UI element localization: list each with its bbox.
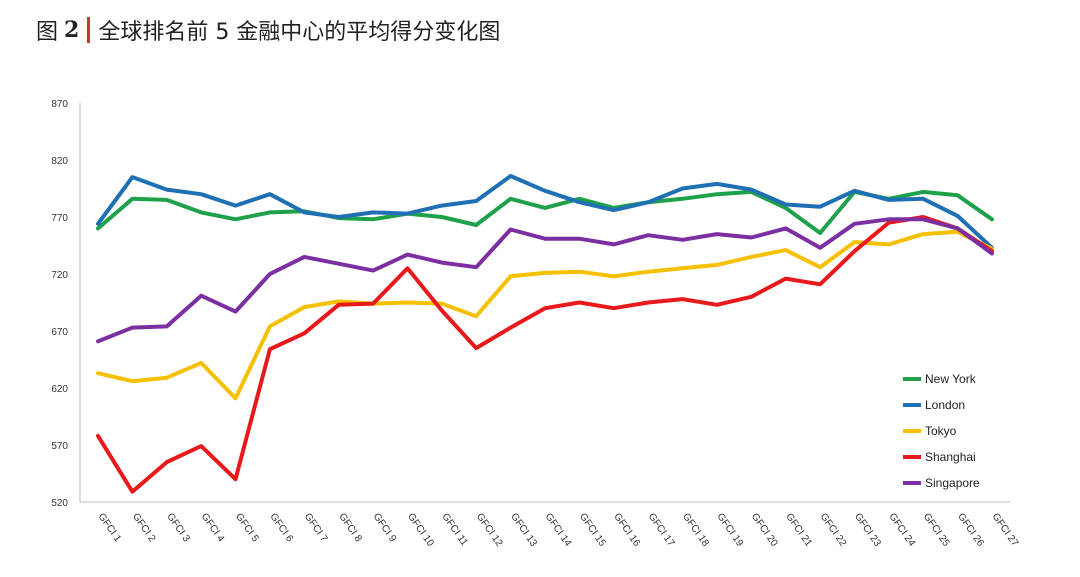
y-tick-label: 870 [51, 99, 68, 110]
x-tick-label: GFCI 9 [371, 511, 399, 544]
x-tick-label: GFCI 21 [783, 511, 814, 549]
legend-item: London [903, 398, 965, 412]
x-tick-label: GFCI 20 [749, 511, 780, 549]
x-tick-label: GFCI 11 [439, 511, 470, 548]
legend-item: Shanghai [903, 450, 976, 464]
legend: New York London Tokyo Shanghai Singapore [903, 372, 980, 490]
x-axis: GFCI 1 GFCI 2 GFCI 3 GFCI 4 GFCI 5 GFCI 6 GFCI… [79, 103, 1021, 549]
x-tick-label: GFCI 4 [199, 511, 227, 544]
x-tick-label: GFCI 15 [577, 511, 608, 549]
title-divider [87, 17, 91, 43]
x-tick-label: GFCI 5 [233, 511, 261, 544]
y-tick-label: 520 [51, 498, 68, 509]
x-tick-label: GFCI 13 [508, 511, 539, 549]
x-tick-label: GFCI 23 [852, 511, 883, 549]
y-axis-ticks: 520 570 620 670 720 770 820 870 [51, 99, 68, 509]
series-lines [96, 174, 994, 494]
x-tick-label: GFCI 3 [164, 511, 192, 544]
x-tick-label: GFCI 7 [302, 511, 330, 544]
x-tick-label: GFCI 6 [267, 511, 295, 544]
x-tick-label: GFCI 18 [680, 511, 711, 549]
x-tick-label: GFCI 14 [543, 511, 574, 549]
x-tick-label: GFCI 17 [646, 511, 677, 549]
figure-number: 2 [64, 17, 80, 43]
y-tick-label: 770 [51, 213, 68, 224]
legend-label: New York [925, 372, 977, 386]
y-tick-label: 720 [51, 270, 68, 281]
y-tick-label: 570 [51, 441, 68, 452]
y-tick-label: 820 [51, 156, 68, 167]
legend-label: London [925, 398, 965, 412]
figure-title-text: 全球排名前 5 金融中心的平均得分变化图 [98, 20, 501, 45]
legend-item: Tokyo [903, 424, 957, 438]
x-tick-label: GFCI 24 [886, 511, 917, 549]
legend-label: Singapore [925, 476, 980, 490]
series-line-new-york [96, 189, 994, 235]
x-tick-label: GFCI 27 [990, 511, 1021, 549]
series-line-tokyo [96, 229, 994, 401]
legend-item: New York [903, 372, 977, 386]
series-line-singapore [96, 217, 994, 344]
x-tick-label: GFCI 8 [336, 511, 364, 544]
x-tick-label: GFCI 26 [955, 511, 986, 549]
x-tick-label: GFCI 1 [96, 511, 124, 544]
y-tick-label: 620 [51, 384, 68, 395]
figure-title: 图 2 全球排名前 5 金融中心的平均得分变化图 [36, 14, 500, 46]
y-tick-label: 670 [51, 327, 68, 338]
x-tick-label: GFCI 2 [130, 511, 158, 544]
series-line-shanghai [96, 215, 994, 494]
legend-item: Singapore [903, 476, 980, 490]
x-tick-label: GFCI 12 [474, 511, 505, 549]
figure-label: 图 [36, 20, 59, 45]
legend-label: Shanghai [925, 450, 976, 464]
x-tick-label: GFCI 22 [818, 511, 849, 549]
x-tick-label: GFCI 25 [921, 511, 952, 549]
x-tick-label: GFCI 10 [405, 511, 436, 549]
series-line-london [96, 174, 994, 250]
legend-label: Tokyo [925, 424, 957, 438]
x-tick-label: GFCI 16 [611, 511, 642, 549]
x-tick-label: GFCI 19 [714, 511, 745, 549]
